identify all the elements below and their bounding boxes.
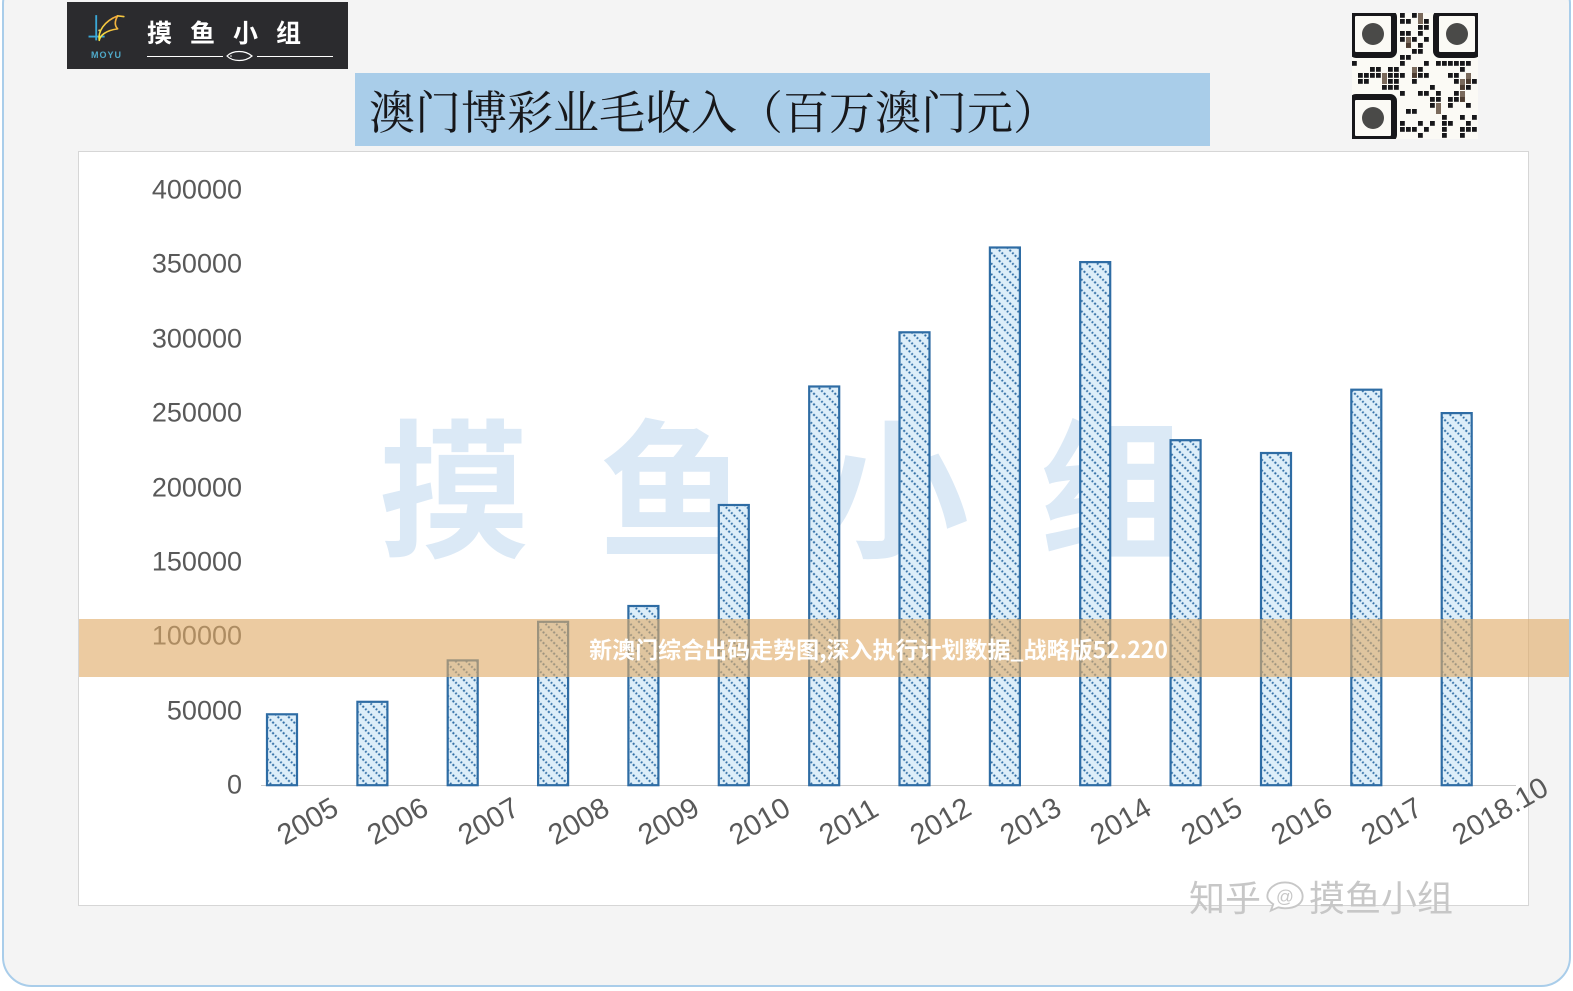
svg-text:@: @ [1276, 886, 1294, 906]
